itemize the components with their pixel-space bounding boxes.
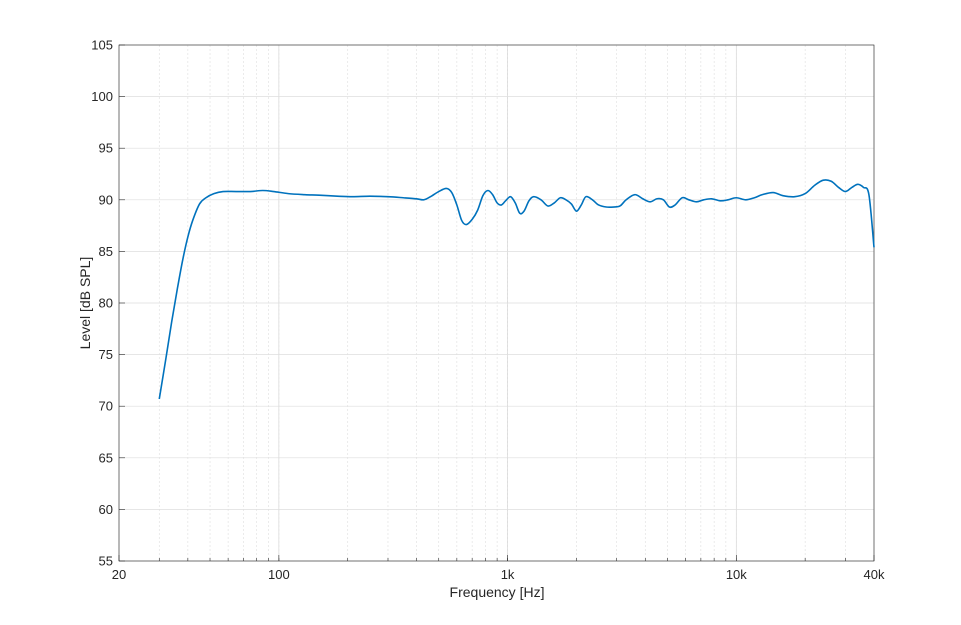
y-tick-label: 90 bbox=[99, 192, 113, 207]
x-tick-label: 20 bbox=[112, 567, 126, 582]
y-tick-label: 55 bbox=[99, 554, 113, 569]
y-axis-title: Level [dB SPL] bbox=[77, 257, 93, 350]
y-tick-label: 80 bbox=[99, 296, 113, 311]
y-tick-label: 60 bbox=[99, 502, 113, 517]
x-tick-label: 40k bbox=[864, 567, 885, 582]
y-tick-label: 70 bbox=[99, 399, 113, 414]
x-axis-title: Frequency [Hz] bbox=[450, 584, 545, 600]
x-tick-label: 100 bbox=[268, 567, 290, 582]
y-tick-label: 100 bbox=[91, 89, 113, 104]
series-line bbox=[158, 179, 875, 400]
y-tick-label: 85 bbox=[99, 244, 113, 259]
x-tick-label: 10k bbox=[726, 567, 747, 582]
tick-labels: 20 100 1k 10k 40k 55 60 65 70 75 80 85 90 95 100 105 bbox=[91, 38, 885, 583]
axis-ticks bbox=[118, 44, 875, 562]
x-tick-label: 1k bbox=[501, 567, 515, 582]
y-tick-label: 95 bbox=[99, 141, 113, 156]
y-tick-label: 105 bbox=[91, 38, 113, 53]
y-tick-label: 65 bbox=[99, 450, 113, 465]
y-tick-label: 75 bbox=[99, 347, 113, 362]
